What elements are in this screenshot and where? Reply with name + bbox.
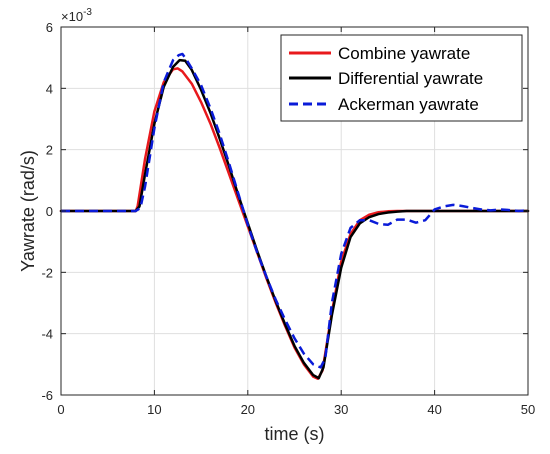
legend-label-combine: Combine yawrate <box>338 44 470 63</box>
y-tick-label: 4 <box>46 81 53 96</box>
x-tick-label: 20 <box>241 402 255 417</box>
y-tick-label: -4 <box>41 327 53 342</box>
x-tick-labels: 0 10 20 30 40 50 <box>57 402 535 417</box>
y-tick-label: -6 <box>41 388 53 403</box>
x-axis-label: time (s) <box>265 424 325 444</box>
y-exponent-label: ×10-3 <box>61 7 92 24</box>
x-tick-label: 0 <box>57 402 64 417</box>
y-tick-labels: -6 -4 -2 0 2 4 6 <box>41 20 53 403</box>
y-tick-label: 2 <box>46 143 53 158</box>
y-tick-label: -2 <box>41 265 53 280</box>
y-axis-label: Yawrate (rad/s) <box>18 150 38 272</box>
legend-label-ackerman: Ackerman yawrate <box>338 95 479 114</box>
x-tick-label: 10 <box>147 402 161 417</box>
y-tick-label: 0 <box>46 204 53 219</box>
x-tick-label: 50 <box>521 402 535 417</box>
x-tick-label: 40 <box>427 402 441 417</box>
legend-label-differential: Differential yawrate <box>338 69 483 88</box>
y-tick-label: 6 <box>46 20 53 35</box>
series-line-differential <box>59 58 530 380</box>
series-line-ackerman <box>61 52 529 369</box>
legend: Combine yawrate Differential yawrate Ack… <box>280 34 523 122</box>
y-exponent-base: ×10 <box>61 9 83 24</box>
ticks <box>60 26 529 396</box>
x-tick-label: 30 <box>334 402 348 417</box>
y-exponent-power: -3 <box>83 7 92 18</box>
series-lines <box>59 52 530 380</box>
